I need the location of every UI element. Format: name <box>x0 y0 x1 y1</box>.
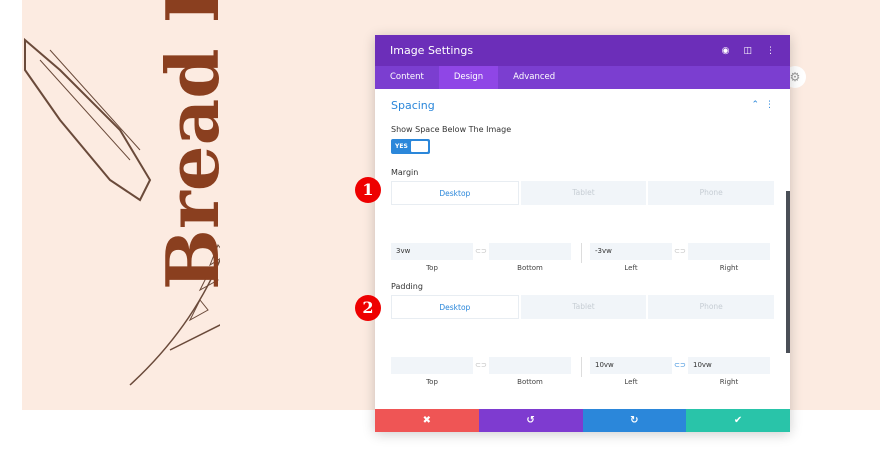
margin-bottom-input[interactable] <box>489 243 571 260</box>
chevron-up-icon[interactable]: ⌃ <box>751 100 759 110</box>
show-space-toggle[interactable]: YES <box>391 139 430 154</box>
divider <box>581 357 582 377</box>
margin-right-input[interactable] <box>688 243 770 260</box>
caption-right: Right <box>719 264 739 272</box>
link-icon[interactable]: ⊂⊃ <box>674 247 686 255</box>
margin-tab-desktop[interactable]: Desktop <box>391 181 519 205</box>
hero-text: Bread D <box>150 0 235 290</box>
split-view-icon[interactable]: ◫ <box>743 45 752 56</box>
bread-illustration <box>24 37 220 386</box>
modal-title: Image Settings <box>390 44 474 57</box>
tab-advanced[interactable]: Advanced <box>513 72 556 82</box>
padding-bottom-input[interactable] <box>489 357 571 374</box>
padding-tab-phone[interactable]: Phone <box>648 295 775 319</box>
step-badge-2: 2 <box>355 295 381 321</box>
margin-tab-phone[interactable]: Phone <box>648 181 775 205</box>
image-settings-modal: Image Settings ◉ ◫ ⋮ Content Design Adva… <box>375 35 790 432</box>
expand-icon[interactable]: ◉ <box>721 45 730 56</box>
step-badge-1: 1 <box>355 177 381 203</box>
tab-design[interactable]: Design <box>438 66 499 89</box>
section-menu-icon[interactable]: ⋮ <box>765 100 774 110</box>
caption-top: Top <box>426 378 438 386</box>
scrollbar[interactable] <box>786 191 790 353</box>
toggle-label: YES <box>395 143 408 150</box>
cancel-button[interactable]: ✖ <box>375 409 479 432</box>
caption-left: Left <box>624 264 638 272</box>
padding-label: Padding <box>391 282 423 291</box>
margin-tab-tablet[interactable]: Tablet <box>520 181 647 205</box>
link-active-icon[interactable]: ⊂⊃ <box>674 361 686 369</box>
margin-left-input[interactable]: -3vw <box>590 243 672 260</box>
padding-fields: Top ⊂⊃ Bottom 10vw Left ⊂⊃ 10vw Right <box>391 357 774 386</box>
padding-left-input[interactable]: 10vw <box>590 357 672 374</box>
padding-device-tabs: Desktop Tablet Phone <box>391 295 775 319</box>
redo-button[interactable]: ↻ <box>582 409 687 432</box>
caption-left: Left <box>624 378 638 386</box>
caption-bottom: Bottom <box>517 264 543 272</box>
margin-top-input[interactable]: 3vw <box>391 243 473 260</box>
save-button[interactable]: ✔ <box>686 409 790 432</box>
divider <box>581 243 582 263</box>
margin-label: Margin <box>391 168 419 177</box>
link-icon[interactable]: ⊂⊃ <box>475 247 487 255</box>
undo-button[interactable]: ↺ <box>478 409 583 432</box>
modal-tabs: Content Design Advanced <box>375 66 790 89</box>
modal-footer: ✖ ↺ ↻ ✔ <box>375 409 790 432</box>
modal-header: Image Settings ◉ ◫ ⋮ <box>375 35 790 66</box>
modal-body: Spacing ⌃ ⋮ Show Space Below The Image Y… <box>375 89 790 409</box>
link-icon[interactable]: ⊂⊃ <box>475 361 487 369</box>
padding-top-input[interactable] <box>391 357 473 374</box>
margin-fields: 3vw Top ⊂⊃ Bottom -3vw Left ⊂⊃ Right <box>391 243 774 272</box>
more-options-icon[interactable]: ⋮ <box>766 45 775 56</box>
caption-bottom: Bottom <box>517 378 543 386</box>
toggle-knob <box>411 141 428 152</box>
caption-right: Right <box>719 378 739 386</box>
margin-device-tabs: Desktop Tablet Phone <box>391 181 775 205</box>
tab-content[interactable]: Content <box>390 72 424 82</box>
padding-right-input[interactable]: 10vw <box>688 357 770 374</box>
padding-tab-desktop[interactable]: Desktop <box>391 295 519 319</box>
padding-tab-tablet[interactable]: Tablet <box>520 295 647 319</box>
section-title: Spacing <box>391 98 435 112</box>
section-header[interactable]: Spacing ⌃ ⋮ <box>391 89 774 121</box>
caption-top: Top <box>426 264 438 272</box>
show-space-label: Show Space Below The Image <box>391 125 512 134</box>
